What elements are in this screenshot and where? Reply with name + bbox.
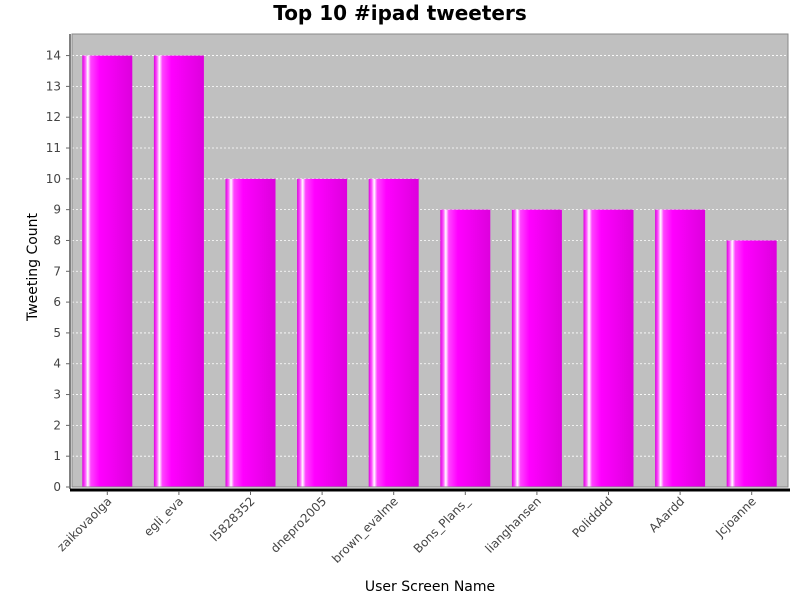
- y-tick-label: 0: [53, 480, 61, 494]
- y-tick-label: 13: [46, 79, 61, 93]
- y-tick-label: 9: [53, 203, 61, 217]
- bar: [440, 209, 491, 487]
- x-tick-label: egli_eva: [141, 494, 186, 539]
- bar: [153, 55, 204, 487]
- x-tick-label: Jcjoanne: [712, 494, 759, 541]
- y-tick-label: 2: [53, 418, 61, 432]
- bars: [82, 55, 777, 487]
- y-tick-label: 7: [53, 264, 61, 278]
- y-tick-label: 6: [53, 295, 61, 309]
- bar: [655, 209, 706, 487]
- bar: [297, 178, 348, 487]
- y-axis-label: Tweeting Count: [25, 212, 41, 322]
- x-tick-label: AAardd: [646, 494, 687, 535]
- y-tick-label: 12: [46, 110, 61, 124]
- x-tick-label: Polidddd: [569, 494, 615, 540]
- x-tick-label: Bons_Plans_: [411, 494, 473, 556]
- x-tick-label: brown_evalme: [329, 494, 401, 566]
- chart-title: Top 10 #ipad tweeters: [273, 1, 527, 25]
- y-tick-label: 3: [53, 388, 61, 402]
- y-tick-label: 4: [53, 357, 61, 371]
- y-tick-label: 1: [53, 449, 61, 463]
- x-tick-label: zaikovaolga: [54, 494, 114, 554]
- y-tick-label: 10: [46, 172, 61, 186]
- bar: [82, 55, 133, 487]
- x-ticks: zaikovaolga egli_eva l5828352 dnepro2005 bro…: [54, 491, 759, 566]
- x-tick-label: dnepro2005: [268, 494, 329, 555]
- bar: [225, 178, 276, 487]
- x-tick-label: lianghansen: [482, 494, 544, 556]
- axes: [69, 33, 790, 492]
- bar: [511, 209, 562, 487]
- y-tick-label: 5: [53, 326, 61, 340]
- y-tick-label: 8: [53, 233, 61, 247]
- bar: [368, 178, 419, 487]
- x-axis-label: User Screen Name: [365, 579, 495, 595]
- y-tick-label: 11: [46, 141, 61, 155]
- plot-border: [71, 33, 789, 488]
- bar: [726, 240, 777, 487]
- x-tick-label: l5828352: [208, 494, 258, 544]
- bar: [583, 209, 634, 487]
- y-tick-label: 14: [46, 49, 61, 63]
